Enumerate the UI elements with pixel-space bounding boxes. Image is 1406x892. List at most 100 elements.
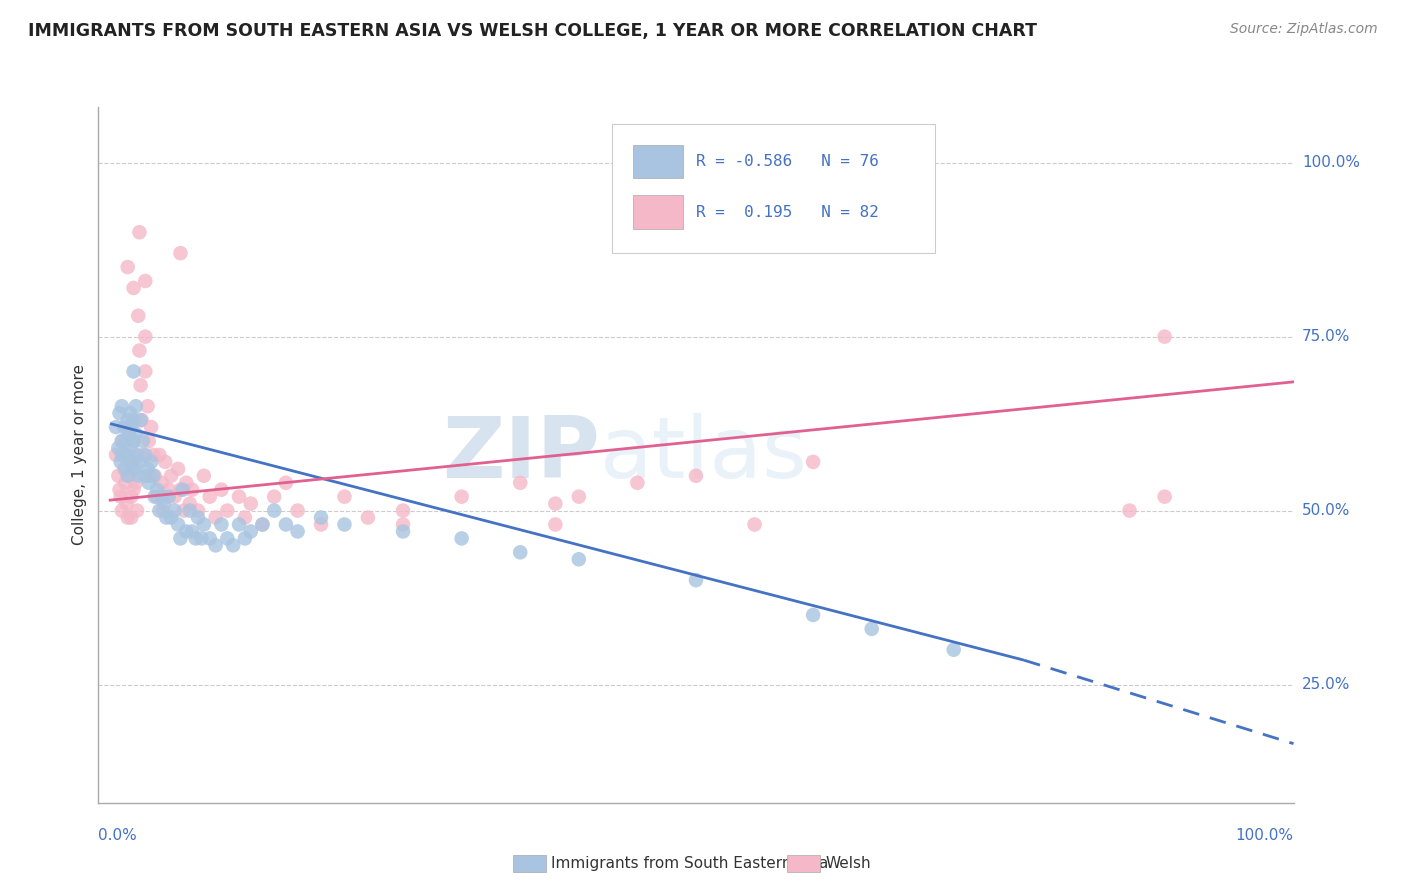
Point	[120, 510, 142, 524]
Text: R = -0.586   N = 76: R = -0.586 N = 76	[696, 153, 879, 169]
Text: IMMIGRANTS FROM SOUTH EASTERN ASIA VS WELSH COLLEGE, 1 YEAR OR MORE CORRELATION : IMMIGRANTS FROM SOUTH EASTERN ASIA VS WE…	[28, 22, 1038, 40]
Point	[211, 517, 233, 532]
Point	[157, 483, 180, 497]
Point	[122, 413, 145, 427]
Text: 50.0%: 50.0%	[1302, 503, 1350, 518]
Point	[110, 455, 132, 469]
Point	[187, 510, 209, 524]
Point	[150, 490, 173, 504]
Point	[1153, 490, 1175, 504]
Point	[114, 434, 136, 448]
Point	[942, 642, 965, 657]
Point	[509, 545, 531, 559]
Point	[127, 309, 149, 323]
Point	[160, 510, 183, 524]
Point	[155, 510, 177, 524]
Point	[115, 448, 138, 462]
Point	[148, 448, 170, 462]
Point	[181, 524, 204, 539]
Point	[217, 503, 239, 517]
Point	[148, 503, 170, 517]
Point	[198, 532, 221, 546]
Point	[111, 503, 134, 517]
Point	[333, 490, 356, 504]
Point	[228, 490, 250, 504]
Point	[132, 448, 155, 462]
Point	[450, 532, 472, 546]
Point	[134, 274, 156, 288]
Text: Immigrants from South Eastern Asia: Immigrants from South Eastern Asia	[551, 856, 828, 871]
Point	[184, 532, 207, 546]
Point	[129, 378, 152, 392]
Text: atlas: atlas	[600, 413, 808, 497]
Point	[160, 468, 183, 483]
Point	[152, 503, 174, 517]
Text: 100.0%: 100.0%	[1302, 155, 1360, 170]
Point	[174, 475, 197, 490]
Point	[121, 462, 143, 476]
Point	[118, 448, 141, 462]
Point	[190, 532, 212, 546]
Point	[228, 517, 250, 532]
Point	[125, 475, 148, 490]
Point	[233, 510, 256, 524]
Text: 0.0%: 0.0%	[98, 828, 138, 843]
Point	[222, 538, 245, 552]
Point	[120, 420, 142, 434]
Point	[173, 503, 195, 517]
Point	[685, 573, 707, 587]
Point	[309, 510, 332, 524]
Point	[111, 434, 134, 448]
Point	[163, 490, 186, 504]
Point	[263, 490, 285, 504]
Point	[568, 490, 591, 504]
Point	[252, 517, 274, 532]
Y-axis label: College, 1 year or more: College, 1 year or more	[72, 365, 87, 545]
Point	[450, 490, 472, 504]
Point	[118, 427, 141, 442]
Bar	[633, 145, 683, 178]
Point	[134, 329, 156, 343]
Point	[626, 475, 648, 490]
Point	[744, 517, 766, 532]
Point	[134, 448, 156, 462]
Point	[155, 455, 177, 469]
Point	[392, 503, 415, 517]
Point	[125, 399, 148, 413]
Point	[172, 483, 194, 497]
Point	[136, 399, 159, 413]
Point	[274, 517, 297, 532]
Point	[287, 524, 309, 539]
Point	[134, 364, 156, 378]
Point	[179, 503, 201, 517]
Point	[187, 503, 209, 517]
Point	[131, 413, 153, 427]
Point	[127, 468, 149, 483]
Point	[117, 413, 139, 427]
Point	[134, 468, 156, 483]
Point	[122, 281, 145, 295]
Point	[169, 246, 191, 260]
Point	[143, 468, 166, 483]
Point	[860, 622, 883, 636]
Point	[274, 475, 297, 490]
Point	[122, 434, 145, 448]
Point	[181, 483, 204, 497]
Point	[115, 497, 138, 511]
Point	[132, 434, 155, 448]
Point	[105, 448, 128, 462]
Point	[217, 532, 239, 546]
Point	[136, 462, 159, 476]
Point	[233, 532, 256, 546]
Text: 100.0%: 100.0%	[1236, 828, 1294, 843]
Point	[392, 524, 415, 539]
Point	[169, 532, 191, 546]
Point	[120, 406, 141, 420]
Point	[108, 406, 131, 420]
Point	[120, 468, 141, 483]
Point	[801, 607, 824, 622]
Point	[1153, 329, 1175, 343]
Point	[108, 483, 131, 497]
Point	[128, 225, 150, 239]
Point	[193, 517, 215, 532]
